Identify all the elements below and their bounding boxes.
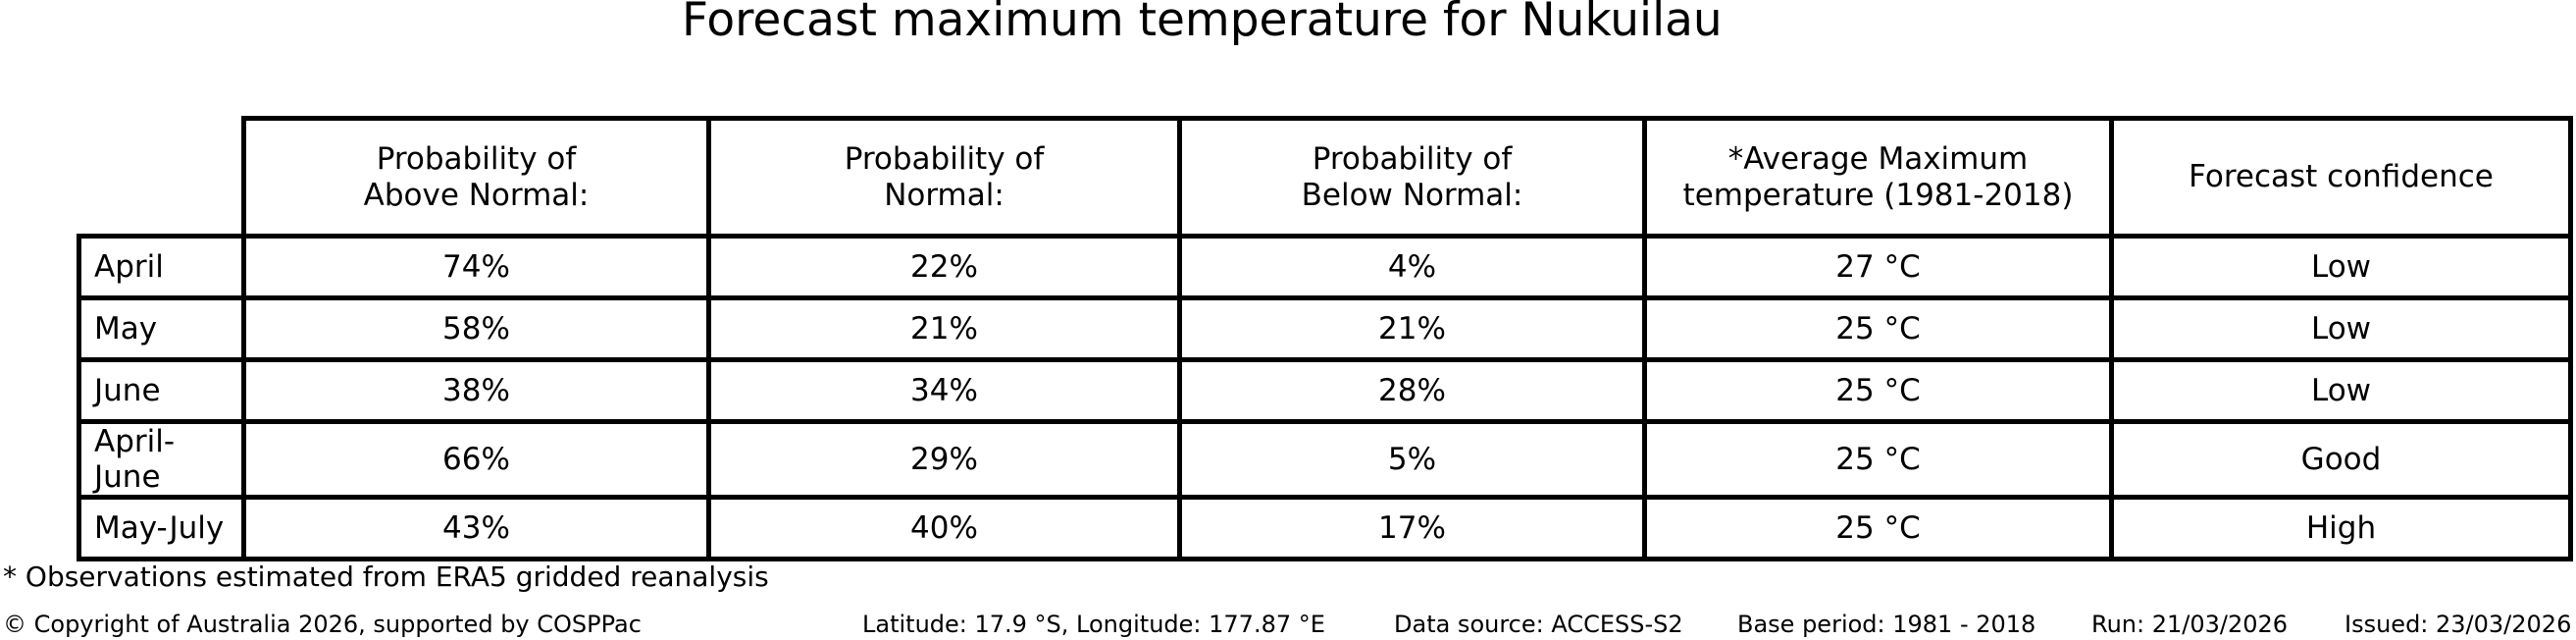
column-header-line: Above Normal: (363, 177, 590, 213)
table-cell: 34% (706, 357, 1182, 424)
row-label: April (77, 234, 246, 300)
row-label: April-June (77, 419, 246, 500)
table-cell: 29% (706, 419, 1182, 500)
table-cell: 17% (1177, 495, 1647, 561)
table-cell: 25 °C (1642, 419, 2114, 500)
table-cell: 22% (706, 234, 1182, 300)
column-header-line: Forecast confidence (2189, 159, 2494, 194)
header-row: Probability of Above Normal: Probability… (79, 116, 2573, 239)
column-header-line: Normal: (884, 177, 1005, 213)
row-label: May-July (77, 495, 246, 561)
table-row-may-july: May-July 43% 40% 17% 25 °C High (77, 495, 2573, 561)
location-text: Latitude: 17.9 °S, Longitude: 177.87 °E (862, 611, 1325, 638)
table-cell: 58% (241, 295, 711, 362)
data-source-text: Data source: ACCESS-S2 (1394, 611, 1683, 638)
table-cell: 21% (1177, 295, 1647, 362)
table-cell: 43% (241, 495, 711, 561)
table-cell: Low (2109, 357, 2573, 424)
page-title: Forecast maximum temperature for Nukuila… (682, 0, 1723, 47)
column-header-line: Below Normal: (1301, 177, 1523, 213)
row-label: June (77, 357, 246, 424)
table-cell: 27 °C (1642, 234, 2114, 300)
table-cell: 4% (1177, 234, 1647, 300)
table-cell: 25 °C (1642, 495, 2114, 561)
table-cell: Good (2109, 419, 2573, 500)
forecast-table: Probability of Above Normal: Probability… (77, 116, 2573, 561)
table-cell: 74% (241, 234, 711, 300)
column-header-prob-normal: Probability of Normal: (706, 116, 1182, 239)
column-header-line: temperature (1981-2018) (1682, 177, 2074, 213)
copyright-text: © Copyright of Australia 2026, supported… (3, 611, 642, 638)
run-date-text: Run: 21/03/2026 (2091, 611, 2289, 638)
table-cell: 40% (706, 495, 1182, 561)
column-header-prob-above-normal: Probability of Above Normal: (241, 116, 711, 239)
table-cell: 28% (1177, 357, 1647, 424)
column-header-avg-max-temp: *Average Maximum temperature (1981-2018) (1642, 116, 2114, 239)
footnote: * Observations estimated from ERA5 gridd… (3, 560, 769, 593)
table-row-june: June 38% 34% 28% 25 °C Low (77, 357, 2573, 424)
table-cell: 38% (241, 357, 711, 424)
column-header-line: Probability of (844, 140, 1045, 177)
column-header-forecast-confidence: Forecast confidence (2109, 116, 2573, 239)
table-cell: 21% (706, 295, 1182, 362)
table-row-may: May 58% 21% 21% 25 °C Low (77, 295, 2573, 362)
table-cell: High (2109, 495, 2573, 561)
table-row-april: April 74% 22% 4% 27 °C Low (77, 234, 2573, 300)
table-cell: 25 °C (1642, 295, 2114, 362)
column-header-prob-below-normal: Probability of Below Normal: (1177, 116, 1647, 239)
issued-date-text: Issued: 23/03/2026 (2344, 611, 2572, 638)
base-period-text: Base period: 1981 - 2018 (1737, 611, 2036, 638)
column-header-line: Probability of (376, 140, 577, 177)
table-cell: 25 °C (1642, 357, 2114, 424)
corner-spacer-cell (79, 119, 244, 237)
column-header-line: *Average Maximum (1727, 140, 2029, 177)
table-cell: 66% (241, 419, 711, 500)
row-label: May (77, 295, 246, 362)
table-cell: Low (2109, 295, 2573, 362)
column-header-line: Probability of (1312, 140, 1513, 177)
table-row-april-june: April-June 66% 29% 5% 25 °C Good (77, 419, 2573, 500)
table-cell: 5% (1177, 419, 1647, 500)
table-cell: Low (2109, 234, 2573, 300)
